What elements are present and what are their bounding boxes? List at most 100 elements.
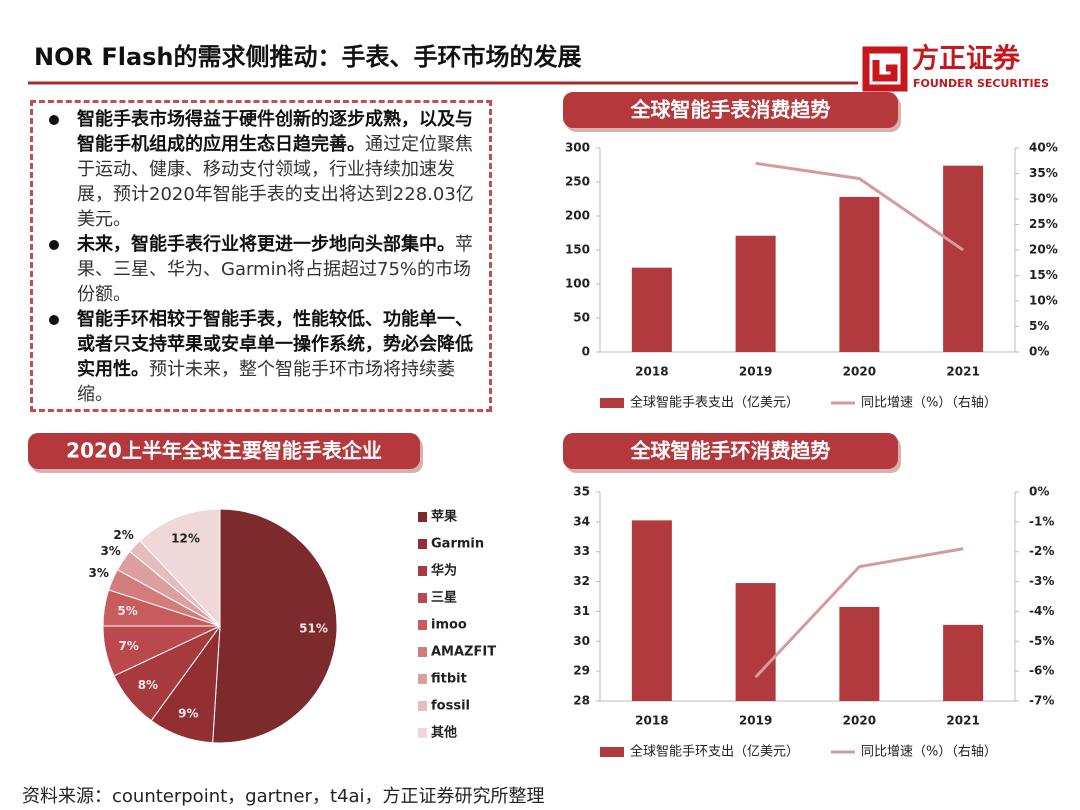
title-banner [563, 92, 898, 128]
bullet: 智能手环相较于智能手表，性能较低、功能单一、或者只支持苹果或安卓单一操作系统，势… [43, 307, 481, 407]
data-label: 5% [117, 604, 137, 618]
legend-marker [600, 747, 624, 757]
legend-label: 同比增速（%）（右轴） [861, 745, 997, 760]
bar [943, 624, 984, 701]
chart-title: 全球智能手表消费趋势 [630, 98, 831, 122]
chart-title: 全球智能手环消费趋势 [630, 439, 831, 463]
data-label: 9% [178, 707, 198, 721]
data-label: 51% [299, 621, 328, 635]
y2-tick-label: 0% [1029, 485, 1049, 499]
y-tick-label: 34 [573, 514, 590, 528]
bullet-text: 通过定位聚焦于运动、健康、移动支付领域，行业持续加速发展，预计2020年智能手表… [77, 134, 474, 230]
y2-tick-label: 25% [1029, 217, 1058, 231]
y2-tick-label: -5% [1029, 634, 1054, 648]
y2-tick-label: 15% [1029, 268, 1058, 282]
legend-label: Garmin [431, 537, 484, 552]
y-tick-label: 31 [573, 604, 590, 618]
data-label: 7% [118, 639, 138, 653]
legend-label: 其他 [431, 725, 457, 741]
pie-slice [139, 508, 221, 628]
y-tick-label: 30 [573, 634, 590, 648]
legend-marker [418, 674, 427, 684]
bar [839, 606, 880, 701]
y2-tick-label: 35% [1029, 166, 1058, 180]
y-tick-label: 50 [573, 311, 590, 325]
x-tick-label: 2019 [739, 714, 772, 728]
bar [735, 583, 776, 701]
y-tick-label: 250 [565, 175, 590, 189]
y2-tick-label: -3% [1029, 574, 1054, 588]
y2-tick-label: -7% [1029, 694, 1054, 708]
logo-text: 方正证券 [912, 43, 1021, 75]
x-tick-label: 2019 [739, 365, 772, 379]
bar [631, 267, 672, 352]
data-label: 12% [171, 531, 200, 545]
line-series [755, 161, 964, 252]
logo-icon [862, 46, 908, 92]
y-tick-label: 29 [573, 664, 590, 678]
legend-label: 全球智能手表支出（亿美元） [630, 395, 799, 411]
data-label: 3% [88, 566, 108, 580]
x-tick-label: 2020 [843, 365, 876, 379]
y-tick-label: 28 [573, 694, 590, 708]
data-label: 2% [113, 528, 133, 542]
y2-tick-label: -4% [1029, 604, 1054, 618]
y-tick-label: 200 [565, 209, 590, 223]
x-tick-label: 2018 [635, 365, 668, 379]
legend-label: AMAZFIT [431, 645, 496, 660]
y2-tick-label: 0% [1029, 345, 1049, 359]
bullet-box: 智能手表市场得益于硬件创新的逐步成熟，以及与智能手机组成的应用生态日趋完善。通过… [30, 100, 492, 412]
source-note: 资料来源：counterpoint，gartner，t4ai，方正证券研究所整理 [22, 786, 545, 807]
x-tick-label: 2020 [843, 714, 876, 728]
chart-title: 2020上半年全球主要智能手表企业 [66, 439, 382, 463]
logo-subtext: FOUNDER SECURITIES [913, 77, 1049, 90]
legend-marker [418, 728, 427, 738]
y-tick-label: 300 [565, 141, 590, 155]
title-banner [563, 433, 898, 469]
legend-marker [418, 539, 427, 549]
bar [735, 235, 776, 352]
y2-tick-label: -2% [1029, 544, 1054, 558]
legend-marker [418, 701, 427, 711]
data-label: 3% [100, 544, 120, 558]
bullet: 未来，智能手表行业将更进一步地向头部集中。苹果、三星、华为、Garmin将占据超… [43, 232, 481, 307]
legend-label: 同比增速（%）（右轴） [861, 396, 997, 411]
y2-tick-label: 30% [1029, 192, 1058, 206]
x-tick-label: 2018 [635, 714, 668, 728]
bullet-bold: 未来，智能手表行业将更进一步地向头部集中。 [77, 234, 455, 255]
y-tick-label: 100 [565, 277, 590, 291]
y2-tick-label: 5% [1029, 319, 1049, 333]
y-tick-label: 32 [573, 574, 590, 588]
legend-label: imoo [431, 618, 467, 633]
y-tick-label: 0 [582, 345, 590, 359]
x-tick-label: 2021 [946, 365, 979, 379]
legend-label: 三星 [431, 591, 457, 606]
legend-marker [418, 647, 427, 657]
legend-label: 全球智能手环支出（亿美元） [630, 744, 799, 760]
y2-tick-label: -1% [1029, 514, 1054, 528]
legend-label: fossil [431, 699, 470, 714]
legend-marker [418, 620, 427, 630]
y-tick-label: 35 [573, 485, 590, 499]
bullet-text: 预计未来，整个智能手环市场将持续萎缩。 [77, 359, 455, 405]
y2-tick-label: 40% [1029, 141, 1058, 155]
legend-marker [418, 593, 427, 603]
x-tick-label: 2021 [946, 714, 979, 728]
legend-label: 华为 [431, 563, 457, 579]
bullet-text: 苹果、三星、华为、Garmin将占据超过75%的市场份额。 [77, 234, 473, 305]
y-tick-label: 33 [573, 544, 590, 558]
y-tick-label: 150 [565, 243, 590, 257]
y2-tick-label: 10% [1029, 294, 1058, 308]
bar [943, 165, 984, 352]
y2-tick-label: -6% [1029, 664, 1054, 678]
bar [839, 196, 880, 352]
y2-tick-label: 20% [1029, 243, 1058, 257]
legend-marker [418, 512, 427, 522]
title-banner [28, 433, 420, 469]
legend-marker [600, 398, 624, 408]
legend-marker [418, 566, 427, 576]
pie-slice [212, 508, 338, 744]
bullet-bold: 智能手环相较于智能手表，性能较低、功能单一、或者只支持苹果或安卓单一操作系统，势… [77, 309, 473, 380]
